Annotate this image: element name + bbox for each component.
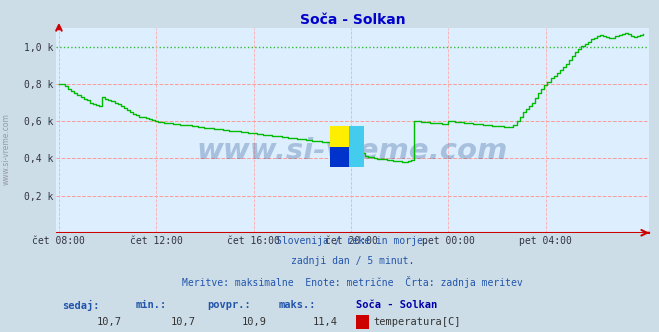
Bar xyxy=(349,126,364,167)
Text: www.si-vreme.com: www.si-vreme.com xyxy=(2,114,11,185)
Text: zadnji dan / 5 minut.: zadnji dan / 5 minut. xyxy=(291,256,415,266)
Text: 11,4: 11,4 xyxy=(313,317,338,327)
Text: Meritve: maksimalne  Enote: metrične  Črta: zadnja meritev: Meritve: maksimalne Enote: metrične Črta… xyxy=(182,276,523,288)
Text: 10,9: 10,9 xyxy=(242,317,266,327)
Bar xyxy=(330,126,349,167)
Text: 10,7: 10,7 xyxy=(96,317,121,327)
Text: Slovenija / reke in morje.: Slovenija / reke in morje. xyxy=(276,236,429,246)
Text: min.:: min.: xyxy=(136,300,167,310)
Bar xyxy=(330,147,349,167)
Text: temperatura[C]: temperatura[C] xyxy=(373,317,461,327)
Text: 10,7: 10,7 xyxy=(171,317,196,327)
Text: povpr.:: povpr.: xyxy=(207,300,251,310)
Text: Soča - Solkan: Soča - Solkan xyxy=(356,300,437,310)
Bar xyxy=(356,315,368,329)
Title: Soča - Solkan: Soča - Solkan xyxy=(300,13,405,27)
Text: www.si-vreme.com: www.si-vreme.com xyxy=(197,137,508,165)
Text: sedaj:: sedaj: xyxy=(62,300,100,311)
Text: maks.:: maks.: xyxy=(279,300,316,310)
